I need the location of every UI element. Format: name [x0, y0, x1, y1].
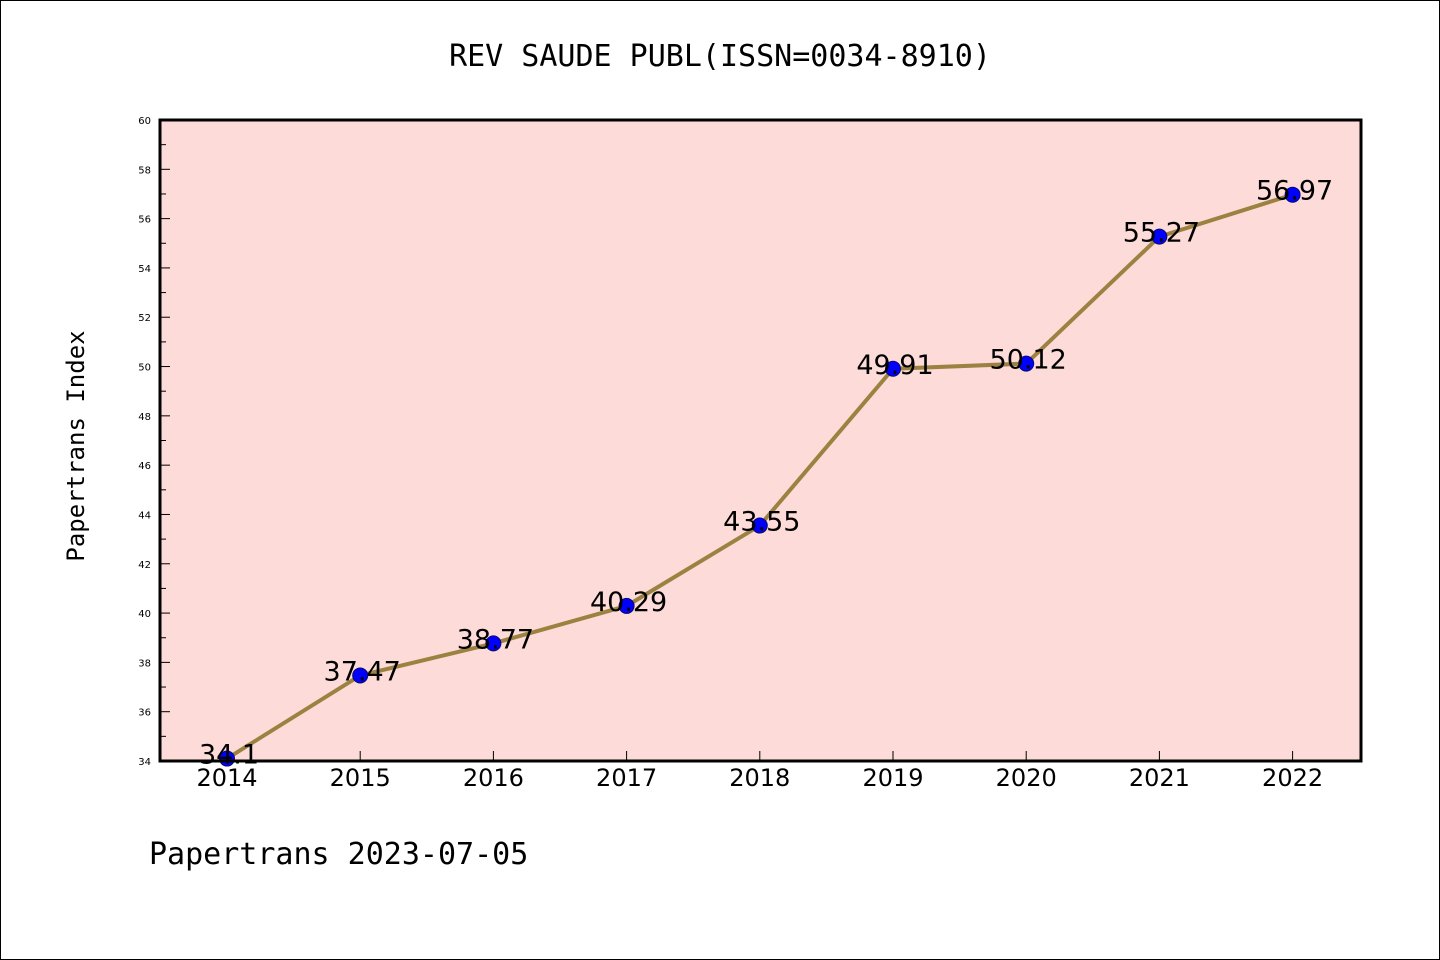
- data-points: [219, 186, 1301, 767]
- data-label: 56.97: [1256, 176, 1333, 207]
- data-point: [485, 635, 502, 652]
- data-labels: 34.1 37.47 38.77 40.29 43.55 49.91 50.12 55.27 5…: [199, 176, 1333, 771]
- data-label: 50.12: [990, 345, 1067, 376]
- data-point: [618, 597, 635, 614]
- x-tick-label: 2014: [196, 764, 257, 792]
- y-tick-label: 48: [138, 412, 151, 423]
- footer-date: Papertrans 2023-07-05: [149, 837, 528, 872]
- y-tick-label: 60: [138, 116, 151, 127]
- y-tick-label: 52: [138, 313, 151, 324]
- y-tick-label: 46: [138, 461, 151, 472]
- y-tick-label: 38: [138, 658, 151, 669]
- plot-area: [160, 120, 1361, 761]
- data-label: 43.55: [723, 507, 800, 538]
- plot-border: [158, 118, 1363, 763]
- data-label: 40.29: [590, 587, 667, 618]
- y-tick-label: 56: [138, 215, 151, 226]
- x-tick-label: 2018: [729, 764, 790, 792]
- data-point: [352, 667, 369, 684]
- y-tick-label: 42: [138, 560, 151, 571]
- y-tick-label: 34: [138, 757, 151, 768]
- y-axis-label: Papertrans Index: [62, 330, 90, 561]
- x-tick-label: 2020: [996, 764, 1057, 792]
- data-point: [1018, 355, 1035, 372]
- y-tick-label: 44: [138, 510, 151, 521]
- data-label: 38.77: [457, 624, 534, 655]
- data-point: [751, 517, 768, 534]
- data-point: [1151, 228, 1168, 245]
- data-label: 34.1: [199, 740, 259, 771]
- x-tick-label: 2017: [596, 764, 657, 792]
- chart-title: REV SAUDE PUBL(ISSN=0034-8910): [449, 39, 991, 74]
- y-tick-label: 58: [138, 165, 151, 176]
- x-axis: 2014 2015 2016 2017 2018 2019 2020 2021 2022: [196, 751, 1323, 792]
- y-tick-label: 54: [138, 264, 151, 275]
- data-point: [1284, 186, 1301, 203]
- data-point: [885, 360, 901, 377]
- y-tick-label: 50: [138, 363, 151, 374]
- x-tick-label: 2016: [463, 764, 524, 792]
- data-label: 37.47: [324, 656, 401, 687]
- x-tick-label: 2019: [862, 764, 923, 792]
- y-tick-label: 36: [138, 708, 151, 719]
- data-label: 49.91: [856, 350, 933, 381]
- x-tick-label: 2021: [1129, 764, 1190, 792]
- x-tick-label: 2022: [1262, 764, 1323, 792]
- y-tick-label: 40: [138, 609, 151, 620]
- data-label: 55.27: [1123, 218, 1200, 249]
- x-tick-label: 2015: [330, 764, 391, 792]
